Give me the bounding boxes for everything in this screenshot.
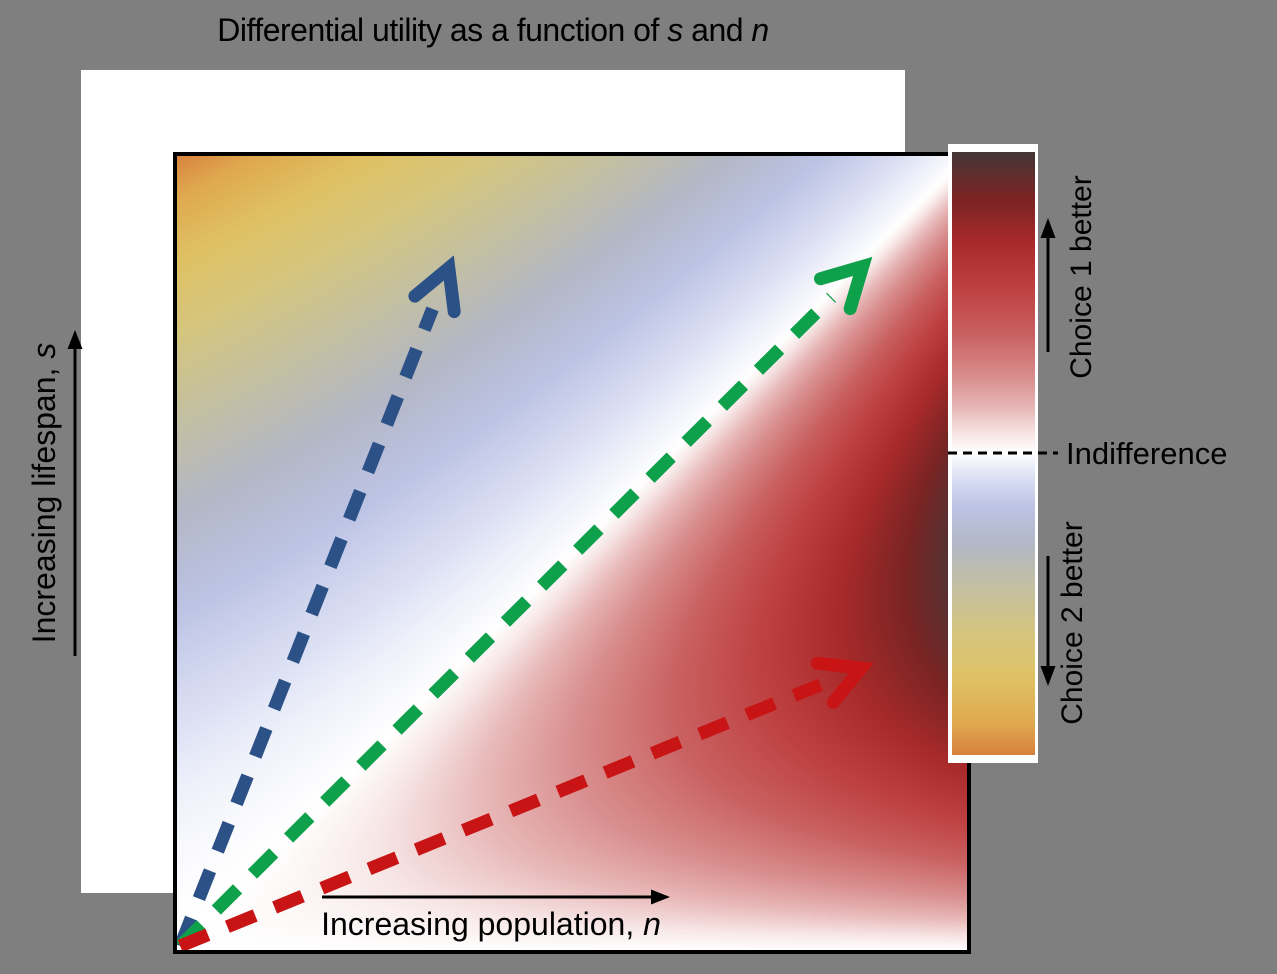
y-axis-label: Increasing lifespan, s [26, 330, 62, 656]
title-var-s: s [667, 12, 683, 48]
figure-title: Differential utility as a function of s … [81, 12, 905, 49]
colorbar-label-indifference: Indifference [1066, 436, 1228, 471]
x-axis-text: Increasing population, [321, 906, 644, 942]
choice2-down-arrow-icon [1040, 556, 1056, 686]
trajectory-arrow-balanced-diagonal [177, 256, 873, 950]
trajectory-arrow-population-heavy [177, 656, 874, 950]
title-var-n: n [751, 12, 769, 48]
choice1-up-arrow-icon [1040, 218, 1056, 352]
plot-white-frame [81, 70, 971, 954]
x-axis-label: Increasing population, n [86, 906, 896, 943]
colorbar-label-choice2: Choice 2 better [1056, 521, 1089, 725]
colorbar-canvas [952, 152, 1035, 755]
x-axis-var: n [643, 906, 661, 942]
title-conj: and [682, 12, 752, 48]
y-axis-var: s [26, 342, 62, 359]
trajectory-layer [177, 255, 874, 950]
heatmap-plot [173, 152, 971, 954]
trajectory-arrow-lifespan-heavy [177, 255, 461, 949]
y-axis-text: Increasing lifespan, [26, 358, 62, 644]
colorbar [948, 144, 1038, 763]
title-text: Differential utility as a function of [217, 12, 668, 48]
colorbar-label-choice1: Choice 1 better [1065, 175, 1098, 379]
